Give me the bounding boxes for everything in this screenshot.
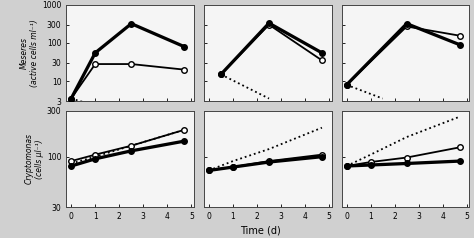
Y-axis label: Cryptomonas
(cells µl⁻¹): Cryptomonas (cells µl⁻¹): [25, 133, 44, 184]
Y-axis label: Meseres
(active cells ml⁻¹): Meseres (active cells ml⁻¹): [20, 19, 39, 87]
Text: Time (d): Time (d): [240, 226, 281, 236]
